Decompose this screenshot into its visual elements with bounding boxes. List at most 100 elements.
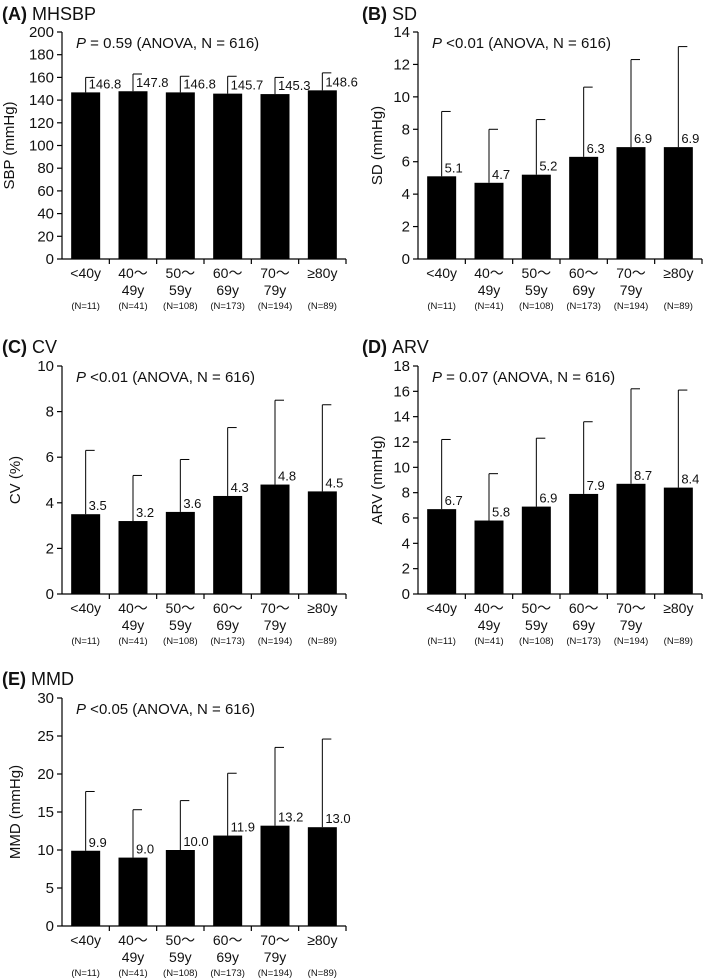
category-label: 60～: [569, 265, 599, 281]
y-tick-label: 14: [393, 24, 410, 41]
n-label: (N=11): [71, 301, 100, 312]
category-label: <40y: [426, 600, 457, 616]
bar: [307, 491, 337, 594]
value-label: 13.0: [325, 811, 350, 826]
n-label: (N=11): [427, 636, 456, 647]
n-label: (N=194): [614, 636, 649, 647]
category-label: 69y: [572, 617, 595, 633]
panel-title: (D) ARV: [362, 337, 429, 357]
value-label: 145.7: [231, 78, 264, 93]
value-label: 10.0: [183, 834, 208, 849]
value-label: 6.9: [539, 491, 557, 506]
value-label: 5.2: [539, 159, 557, 174]
y-tick-label: 25: [37, 728, 54, 745]
value-label: 5.8: [492, 505, 510, 520]
n-label: (N=41): [118, 636, 147, 647]
n-label: (N=108): [163, 636, 198, 647]
bar: [663, 147, 693, 259]
category-label: ≥80y: [307, 600, 337, 616]
n-label: (N=11): [71, 636, 100, 647]
n-label: (N=108): [519, 301, 554, 312]
bar: [165, 92, 195, 260]
bar: [521, 506, 551, 594]
y-tick-label: 40: [37, 206, 54, 223]
y-tick-label: 14: [393, 409, 410, 426]
panel-title: (E) MMD: [2, 669, 74, 689]
panel-name: ARV: [392, 337, 429, 357]
value-label: 11.9: [231, 820, 255, 835]
n-label: (N=108): [163, 301, 198, 312]
stat-annotation: P <0.01 (ANOVA, N = 616): [76, 369, 255, 386]
panel-letter: (B): [362, 4, 387, 24]
bar: [260, 825, 290, 926]
y-tick-label: 2: [46, 540, 54, 557]
value-label: 9.0: [136, 842, 154, 857]
bar: [569, 493, 599, 594]
bar: [663, 487, 693, 594]
stat-annotation: P <0.01 (ANOVA, N = 616): [432, 35, 611, 52]
bar: [307, 827, 337, 926]
y-tick-label: 4: [402, 535, 410, 552]
value-label: 6.3: [587, 141, 605, 156]
bar: [165, 511, 195, 594]
bar: [616, 483, 646, 594]
category-label: 60～: [213, 932, 243, 948]
n-label: (N=11): [71, 968, 100, 978]
category-label: 59y: [169, 949, 192, 965]
category-label: 79y: [264, 949, 287, 965]
stat-annotation: P = 0.07 (ANOVA, N = 616): [432, 369, 615, 386]
value-label: 5.1: [445, 160, 463, 175]
y-tick-label: 20: [37, 766, 54, 783]
n-label: (N=89): [308, 301, 337, 312]
bar: [474, 182, 504, 259]
value-label: 6.9: [681, 131, 699, 146]
category-label: 79y: [264, 617, 287, 633]
category-label: 40～: [474, 600, 504, 616]
bar: [474, 520, 504, 594]
bar: [118, 91, 148, 259]
value-label: 3.6: [183, 496, 201, 511]
y-tick-label: 180: [29, 47, 54, 64]
stat-annotation: P <0.05 (ANOVA, N = 616): [76, 701, 255, 718]
n-label: (N=173): [210, 636, 245, 647]
panel-letter: (D): [362, 337, 387, 357]
value-label: 8.4: [681, 472, 699, 487]
category-label: 70～: [616, 600, 646, 616]
n-label: (N=194): [258, 968, 293, 978]
y-tick-label: 10: [37, 842, 54, 859]
bar: [118, 521, 148, 594]
value-label: 4.3: [231, 480, 249, 495]
y-axis-label: ARV (mmHg): [369, 436, 386, 525]
bar: [260, 484, 290, 594]
y-tick-label: 8: [402, 485, 410, 502]
y-tick-label: 5: [46, 880, 54, 897]
y-tick-label: 20: [37, 228, 54, 245]
category-label: 49y: [478, 617, 501, 633]
n-label: (N=173): [210, 301, 245, 312]
y-tick-label: 12: [393, 434, 410, 451]
bar: [71, 850, 101, 926]
category-label: ≥80y: [307, 265, 337, 281]
bar: [569, 156, 599, 259]
y-axis-label: MMD (mmHg): [7, 765, 24, 859]
y-tick-label: 2: [402, 561, 410, 578]
y-tick-label: 18: [393, 358, 410, 375]
category-label: 70～: [260, 265, 290, 281]
category-label: <40y: [70, 600, 101, 616]
n-label: (N=41): [118, 301, 147, 312]
category-label: <40y: [70, 265, 101, 281]
n-label: (N=108): [519, 636, 554, 647]
bar: [213, 93, 243, 260]
category-label: 40～: [118, 265, 148, 281]
category-label: <40y: [426, 265, 457, 281]
category-label: 50～: [522, 265, 552, 281]
bar: [427, 176, 457, 259]
y-tick-label: 10: [37, 358, 54, 375]
panel-name: CV: [32, 337, 57, 357]
value-label: 8.7: [634, 468, 652, 483]
n-label: (N=173): [566, 301, 601, 312]
y-tick-label: 2: [402, 219, 410, 236]
panel-name: SD: [392, 4, 417, 24]
value-label: 13.2: [278, 810, 303, 825]
